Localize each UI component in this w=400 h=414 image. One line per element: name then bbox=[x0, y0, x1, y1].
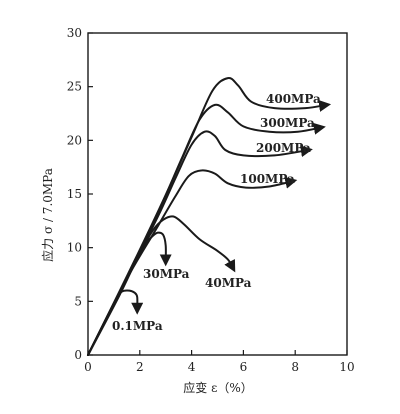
x-tick-label: 2 bbox=[136, 360, 144, 374]
y-axis-label: 应力 σ / 7.0MPa bbox=[40, 168, 55, 262]
curve-30MPa bbox=[87, 231, 172, 356]
x-tick-label: 10 bbox=[339, 360, 354, 374]
x-tick-label: 4 bbox=[188, 360, 196, 374]
label-200MPa: 200MPa bbox=[256, 141, 311, 155]
label-400MPa: 400MPa bbox=[266, 92, 321, 106]
x-tick-label: 8 bbox=[291, 360, 299, 374]
x-tick-label: 6 bbox=[240, 360, 248, 374]
y-axis-ticks: 0 5 10 15 20 25 30 bbox=[67, 26, 93, 362]
curve-400MPa bbox=[87, 77, 332, 356]
plot-frame bbox=[87, 32, 348, 356]
y-tick-label: 5 bbox=[74, 294, 82, 308]
curve-100MPa bbox=[87, 169, 298, 356]
label-0.1MPa: 0.1MPa bbox=[112, 319, 163, 333]
y-tick-label: 20 bbox=[67, 133, 82, 147]
label-100MPa: 100MPa bbox=[240, 172, 295, 186]
y-tick-label: 0 bbox=[74, 348, 82, 362]
y-tick-label: 15 bbox=[67, 187, 82, 201]
label-40MPa: 40MPa bbox=[205, 276, 252, 290]
y-tick-label: 30 bbox=[67, 26, 82, 40]
y-tick-label: 25 bbox=[67, 80, 82, 94]
y-tick-label: 10 bbox=[67, 241, 82, 255]
curves-group bbox=[87, 77, 332, 356]
label-300MPa: 300MPa bbox=[260, 116, 315, 130]
x-tick-label: 0 bbox=[84, 360, 92, 374]
x-axis-ticks: 0 2 4 6 8 10 bbox=[84, 350, 355, 374]
label-30MPa: 30MPa bbox=[143, 267, 190, 281]
x-axis-label: 应变 ε（%） bbox=[183, 380, 252, 395]
